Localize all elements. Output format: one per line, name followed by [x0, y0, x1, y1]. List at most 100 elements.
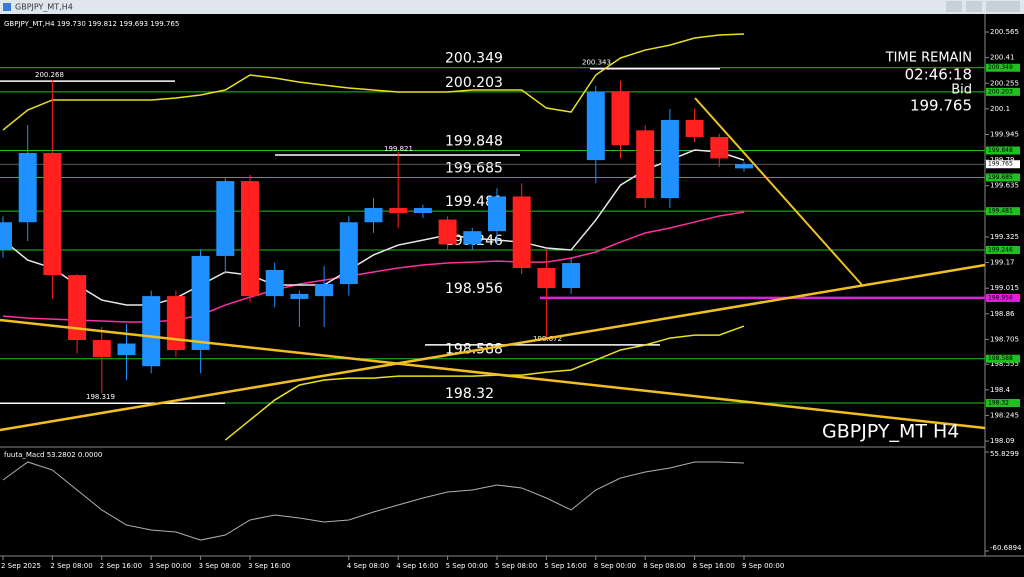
level-tag: [986, 354, 1020, 363]
y-tick-label: 200.565: [990, 28, 1019, 36]
candle-body: [265, 269, 284, 297]
level-tag-label: 200.349: [988, 64, 1013, 71]
y-tick-label: 198.4: [990, 386, 1011, 394]
minimize-button[interactable]: [946, 1, 962, 12]
overlay-line: [2, 149, 745, 306]
window-title: GBPJPY_MT,H4: [15, 3, 73, 12]
level-tag-label: 198.956: [988, 294, 1013, 301]
level-tag-label: 200.203: [988, 88, 1013, 95]
candle-body: [611, 92, 630, 146]
x-tick-label: 3 Sep 16:00: [248, 562, 290, 570]
y-tick-label: 199.79: [990, 156, 1015, 164]
y-tick-label: 198.245: [990, 411, 1019, 419]
candle-body: [364, 208, 383, 223]
level-tag: [986, 146, 1020, 155]
level-tag-label: 199.685: [988, 174, 1013, 181]
y-tick-label: 199.945: [990, 130, 1019, 138]
x-tick-label: 5 Sep 08:00: [495, 562, 537, 570]
y-tick-label: 198.09: [990, 437, 1015, 445]
level-tag-label: 199.481: [988, 208, 1013, 215]
level-label: 198.956: [445, 281, 503, 297]
window-icon: [3, 3, 11, 11]
x-tick-label: 4 Sep 16:00: [396, 562, 438, 570]
candle-body: [537, 268, 556, 289]
y-tick-label: 199.015: [990, 284, 1019, 292]
y-tick-label: 198.705: [990, 335, 1019, 343]
x-tick-label: 8 Sep 16:00: [693, 562, 735, 570]
candle-body: [413, 208, 432, 213]
x-tick-label: 2 Sep 08:00: [50, 562, 92, 570]
candle-body: [339, 222, 358, 285]
level-label: 198.32: [445, 386, 494, 402]
watermark: GBPJPY_MT H4: [822, 421, 959, 443]
candle-body: [92, 340, 111, 358]
y-tick-label: 199.17: [990, 259, 1015, 267]
marker-label: 198.319: [86, 393, 115, 401]
candle-body: [18, 152, 37, 223]
candle-body: [315, 284, 334, 297]
level-tag-label: 199.246: [988, 247, 1013, 254]
x-tick-label: 5 Sep 00:00: [446, 562, 488, 570]
plot: 200.565200.41200.255200.1199.945199.7919…: [0, 28, 1022, 570]
y-tick-label: 198.86: [990, 310, 1015, 318]
bid-tag-label: 199.765: [988, 161, 1013, 168]
time-remain: 02:46:18: [905, 66, 972, 84]
level-label: 199.848: [445, 134, 503, 150]
level-tag-label: 198.32: [988, 400, 1009, 407]
bid-tag: [986, 160, 1020, 169]
candle-body: [685, 119, 704, 137]
x-tick-label: 5 Sep 16:00: [544, 562, 586, 570]
y-tick-label: 198.555: [990, 360, 1019, 368]
y-tick-label: 200.1: [990, 105, 1010, 113]
level-label: 199.685: [445, 160, 503, 176]
candle-body: [710, 136, 729, 159]
macd-line: [2, 461, 745, 541]
candle-body: [43, 152, 62, 276]
candle-body: [488, 196, 506, 232]
candle-body: [216, 181, 235, 256]
candle-body: [586, 92, 605, 161]
macd-tick-label: -60.6894: [990, 544, 1022, 552]
macd-tick-label: 55.8299: [990, 450, 1019, 458]
marker-label: 200.343: [582, 59, 611, 67]
x-tick-label: 3 Sep 08:00: [199, 562, 241, 570]
candle-body: [191, 255, 210, 350]
macd-title: fuuta_Macd 53.2802 0.0000: [4, 451, 102, 459]
bid-label: Bid: [951, 83, 972, 98]
x-tick-label: 8 Sep 08:00: [643, 562, 685, 570]
x-tick-label: 9 Sep 00:00: [742, 562, 784, 570]
x-tick-label: 2 Sep 2025: [1, 562, 41, 570]
marker-label: 199.821: [384, 145, 413, 153]
candle-body: [241, 181, 259, 297]
level-tag: [986, 87, 1020, 96]
candle-body: [735, 164, 753, 169]
level-tag: [986, 63, 1020, 72]
candle-body: [562, 263, 581, 289]
y-tick-label: 199.635: [990, 182, 1019, 190]
candle-body: [290, 293, 309, 299]
candle-body: [660, 119, 679, 199]
overlay-line: [224, 325, 745, 441]
level-tag-label: 198.588: [988, 355, 1013, 362]
y-tick-label: 199.325: [990, 233, 1019, 241]
x-tick-label: 2 Sep 16:00: [100, 562, 142, 570]
y-tick-label: 200.41: [990, 54, 1015, 62]
level-tag: [986, 399, 1020, 408]
trend-line: [694, 97, 863, 286]
marker-label: 200.268: [35, 71, 64, 79]
maximize-button[interactable]: [966, 1, 982, 12]
level-tag-label: 199.848: [988, 147, 1013, 154]
time-remain-label: TIME REMAIN: [885, 51, 972, 66]
x-tick-label: 4 Sep 08:00: [347, 562, 389, 570]
y-tick-label: 200.255: [990, 79, 1019, 87]
level-label: 200.349: [445, 51, 503, 67]
close-button[interactable]: [986, 1, 1020, 12]
candle-body: [636, 130, 655, 199]
level-tag: [986, 173, 1020, 182]
x-tick-label: 8 Sep 00:00: [594, 562, 636, 570]
candle-body: [438, 219, 457, 245]
candle-body: [117, 343, 136, 356]
candle-body: [389, 208, 408, 213]
overlay-line: [2, 211, 745, 323]
